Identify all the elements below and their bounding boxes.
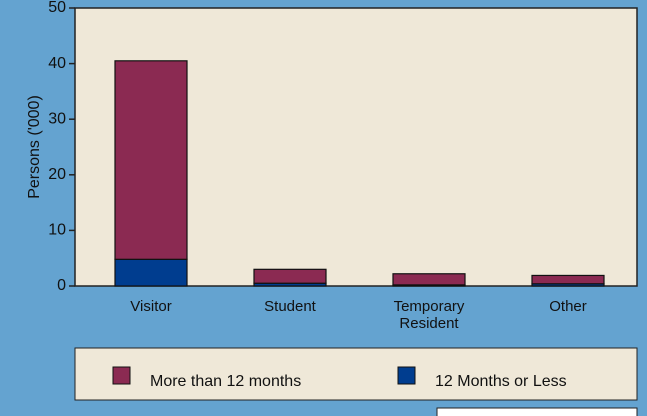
bar-segment [253,268,327,284]
y-tick-label: 50 [48,0,66,16]
legend-swatch [112,366,131,385]
x-tick-label: Visitor [130,298,172,315]
bar-segment [114,258,188,287]
x-tick-label: Student [264,298,316,315]
x-tick-label: Other [549,298,587,315]
y-tick-label: 10 [48,222,66,239]
y-axis-title: Persons ('000) [26,95,43,199]
bar-segment [392,273,466,286]
bar-segment [531,274,605,285]
x-tick-label: Temporary Resident [393,298,465,332]
legend-box [74,347,638,401]
bar-segment [114,60,188,260]
footer-box [436,407,638,416]
y-tick-label: 20 [48,166,66,183]
legend-swatch [397,366,416,385]
y-tick-label: 30 [48,110,66,127]
y-tick-label: 0 [57,277,66,294]
legend-label: More than 12 months [150,373,301,390]
y-tick-label: 40 [48,55,66,72]
legend-label: 12 Months or Less [435,373,567,390]
